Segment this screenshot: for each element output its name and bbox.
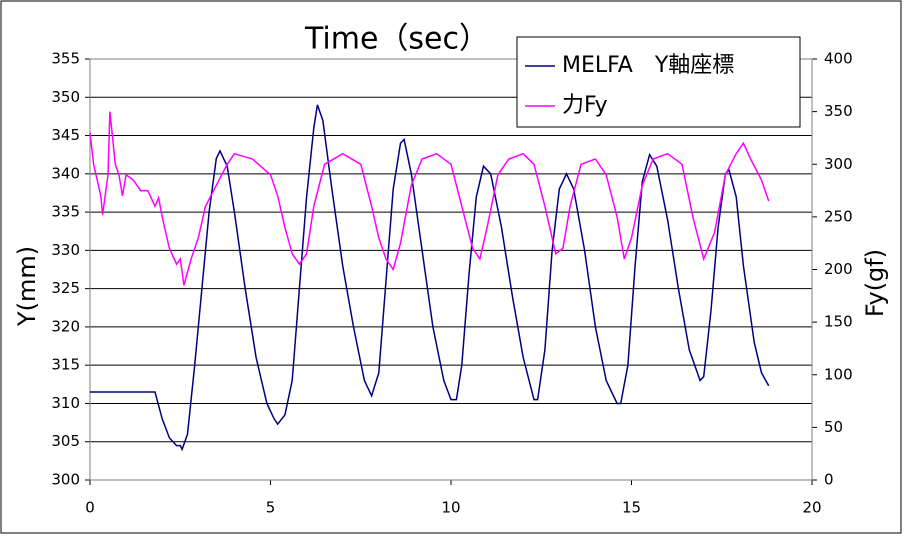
y2-axis-label: Fy(gf) [861,249,889,317]
y2-tick-label: 50 [824,418,843,436]
series-line [90,104,770,452]
y-tick-label: 355 [51,50,80,68]
legend-label: 力Fy [562,93,608,118]
y-tick-label: 315 [51,356,80,374]
y2-tick-label: 350 [824,102,853,120]
y-tick-label: 330 [51,241,80,259]
y-tick-label: 300 [51,471,80,489]
y-tick-label: 305 [51,432,80,450]
legend-label: MELFA Y軸座標 [562,53,734,78]
y-tick-label: 325 [51,279,80,297]
y-tick-label: 310 [51,394,80,412]
x-tick-label: 0 [85,499,95,517]
y2-tick-label: 250 [824,207,853,225]
y2-tick-label: 300 [824,155,853,173]
y-axis-label: Y(mm) [13,246,41,327]
plot-area [89,58,813,481]
legend-box [516,36,801,128]
y-tick-label: 350 [51,88,80,106]
y-tick-label: 345 [51,126,80,144]
chart-title: Time（sec） [304,22,489,57]
x-tick-label: 15 [622,499,641,517]
x-tick-label: 20 [802,499,821,517]
y-tick-label: 340 [51,164,80,182]
y2-tick-label: 200 [824,260,853,278]
y2-tick-label: 0 [824,471,834,489]
y2-tick-label: 100 [824,365,853,383]
x-tick-label: 5 [266,499,276,517]
y-tick-label: 320 [51,317,80,335]
x-tick-label: 10 [441,499,460,517]
y2-tick-label: 150 [824,313,853,331]
y2-tick-label: 400 [824,50,853,68]
y-tick-label: 335 [51,203,80,221]
series-line [89,111,770,286]
